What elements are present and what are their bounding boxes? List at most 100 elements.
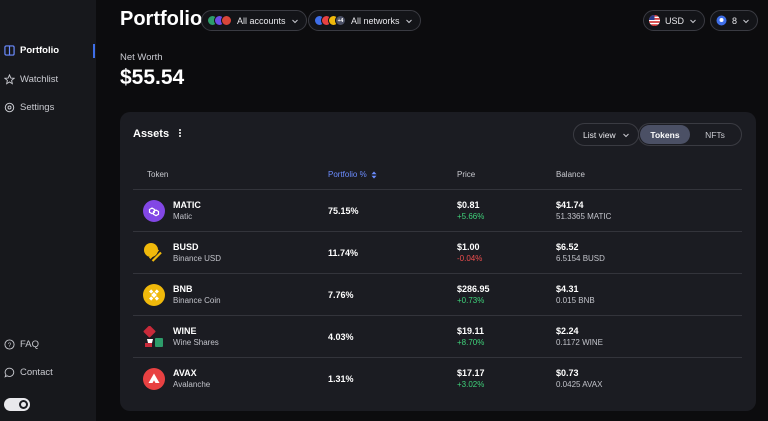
tab-nfts[interactable]: NFTs: [705, 129, 725, 140]
token-name: Binance Coin: [173, 296, 221, 305]
token-symbol: BUSD: [173, 242, 199, 252]
sidebar-item-settings[interactable]: Settings: [4, 102, 54, 113]
matic-token-icon: [143, 200, 165, 222]
portfolio-percent: 4.03%: [328, 332, 354, 342]
portfolio-percent: 7.76%: [328, 290, 354, 300]
moon-icon: [19, 400, 28, 409]
networth-label: Net Worth: [120, 52, 163, 63]
star-icon: [4, 74, 15, 85]
networks-label: All networks: [351, 15, 400, 26]
view-select[interactable]: List view: [573, 123, 639, 146]
price-change: +5.66%: [457, 212, 485, 221]
balance-value: $0.73: [556, 368, 579, 378]
chevron-down-icon: [405, 19, 412, 23]
sidebar-item-label: Settings: [20, 102, 55, 113]
balance-amount: 0.1172 WINE: [556, 338, 603, 347]
balance-amount: 0.0425 AVAX: [556, 380, 603, 389]
token-name: Avalanche: [173, 380, 211, 389]
networth-value: $55.54: [120, 66, 185, 89]
balance-amount: 51.3365 MATIC: [556, 212, 612, 221]
token-symbol: WINE: [173, 326, 197, 336]
more-options-icon[interactable]: [177, 128, 183, 138]
token-symbol: BNB: [173, 284, 193, 294]
token-price: $19.11: [457, 326, 485, 336]
bnb-token-icon: [143, 284, 165, 306]
svg-text:?: ?: [8, 342, 12, 349]
table-row[interactable]: BNB Binance Coin 7.76% $286.95 +0.73% $4…: [133, 274, 742, 316]
column-header-token: Token: [147, 170, 169, 179]
portfolio-percent: 1.31%: [328, 374, 354, 384]
table-row[interactable]: BUSD Binance USD 11.74% $1.00 -0.04% $6.…: [133, 232, 742, 274]
balance-amount: 6.5154 BUSD: [556, 254, 605, 263]
price-change: +3.02%: [457, 380, 485, 389]
page-title: Portfolio: [120, 8, 203, 30]
sidebar-item-contact[interactable]: Contact: [4, 367, 53, 378]
avatar: [221, 15, 232, 26]
divider: [133, 189, 742, 190]
assets-card: Assets List view Tokens NFTs Token Portf…: [120, 112, 756, 411]
token-name: Matic: [173, 212, 193, 221]
column-header-price: Price: [457, 170, 476, 179]
more-networks-badge: +4: [335, 15, 346, 26]
chat-icon: [4, 367, 15, 378]
bell-icon: [716, 15, 727, 26]
chevron-down-icon: [690, 19, 696, 23]
table-row[interactable]: AVAX Avalanche 1.31% $17.17 +3.02% $0.73…: [133, 358, 742, 400]
balance-value: $2.24: [556, 326, 579, 336]
balance-value: $41.74: [556, 200, 584, 210]
accounts-label: All accounts: [237, 15, 286, 26]
token-price: $17.17: [457, 368, 485, 378]
theme-toggle[interactable]: [4, 398, 30, 411]
chevron-down-icon: [291, 19, 298, 23]
chevron-down-icon: [622, 133, 629, 137]
busd-token-icon: [144, 243, 162, 262]
notifications-button[interactable]: 8: [710, 10, 759, 31]
portfolio-percent: 75.15%: [328, 206, 359, 216]
assets-title: Assets: [133, 128, 170, 140]
table-row[interactable]: WINE Wine Shares 4.03% $19.11 +8.70% $2.…: [133, 316, 742, 358]
token-symbol: MATIC: [173, 200, 201, 210]
token-name: Wine Shares: [173, 338, 219, 347]
sidebar-item-label: Portfolio: [20, 45, 60, 56]
network-icons: +4: [314, 15, 346, 26]
token-price: $286.95: [457, 284, 490, 294]
currency-select[interactable]: USD: [643, 10, 706, 31]
gear-icon: [4, 102, 15, 113]
currency-label: USD: [665, 15, 685, 26]
price-change: +8.70%: [457, 338, 485, 347]
price-change: +0.73%: [457, 296, 485, 305]
sidebar: Portfolio Watchlist Settings ? FAQ Conta…: [0, 0, 96, 421]
column-header-portfolio[interactable]: Portfolio %: [328, 170, 377, 179]
avax-token-icon: [143, 368, 165, 390]
help-icon: ?: [4, 339, 15, 350]
sidebar-item-faq[interactable]: ? FAQ: [4, 339, 39, 350]
asset-type-tabs: Tokens NFTs: [638, 123, 742, 146]
column-header-label: Portfolio %: [328, 170, 367, 179]
token-price: $0.81: [457, 200, 480, 210]
portfolio-percent: 11.74%: [328, 248, 359, 258]
active-indicator: [93, 44, 95, 58]
notifications-count: 8: [732, 15, 738, 26]
sidebar-item-portfolio[interactable]: Portfolio: [4, 45, 59, 56]
price-change: -0.04%: [457, 254, 483, 263]
sidebar-item-label: Watchlist: [20, 74, 59, 85]
sidebar-item-label: Contact: [20, 367, 53, 378]
accounts-select[interactable]: All accounts: [201, 10, 307, 31]
sidebar-item-label: FAQ: [20, 339, 40, 350]
balance-value: $6.52: [556, 242, 579, 252]
networks-select[interactable]: +4 All networks: [308, 10, 421, 31]
token-symbol: AVAX: [173, 368, 197, 378]
us-flag-icon: [649, 15, 660, 26]
portfolio-icon: [4, 45, 15, 56]
account-avatars: [207, 15, 232, 26]
view-select-label: List view: [583, 129, 616, 140]
sidebar-item-watchlist[interactable]: Watchlist: [4, 74, 58, 85]
tab-tokens[interactable]: Tokens: [640, 125, 690, 144]
balance-amount: 0.015 BNB: [556, 296, 595, 305]
sort-icon: [371, 171, 377, 178]
wine-token-icon: [143, 326, 163, 347]
token-name: Binance USD: [173, 254, 222, 263]
table-row[interactable]: MATIC Matic 75.15% $0.81 +5.66% $41.74 5…: [133, 190, 742, 232]
chevron-down-icon: [743, 19, 749, 23]
column-header-balance: Balance: [556, 170, 585, 179]
